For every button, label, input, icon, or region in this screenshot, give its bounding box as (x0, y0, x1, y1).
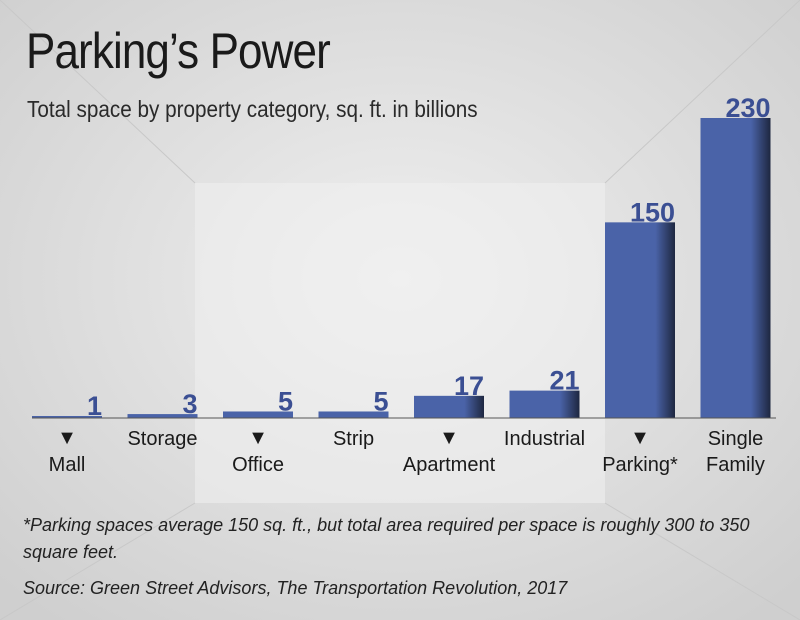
category-label-parking: Parking* (602, 454, 678, 476)
chart-subtitle: Total space by property category, sq. ft… (27, 96, 478, 122)
bars-group (32, 118, 771, 418)
category-label-strip: Strip (333, 428, 374, 450)
bar-storage (127, 414, 198, 418)
footnote: *Parking spaces average 150 sq. ft., but… (23, 515, 750, 562)
marker-parking: ▼ (630, 427, 650, 449)
category-label-mall: Mall (49, 454, 86, 476)
bar-mall (32, 416, 102, 418)
category-label-single-family-line1: Single (708, 428, 764, 450)
value-label-parking: 150 (630, 197, 675, 227)
value-label-strip: 5 (373, 386, 388, 416)
marker-mall: ▼ (57, 427, 77, 449)
value-label-apartment: 17 (454, 371, 484, 401)
bar-industrial (509, 390, 580, 418)
bar-parking (605, 222, 675, 418)
value-label-industrial: 21 (549, 366, 579, 396)
category-label-single-family-line2: Family (706, 454, 765, 476)
category-label-storage: Storage (127, 428, 197, 450)
value-label-single-family: 230 (725, 93, 770, 123)
category-label-office: Office (232, 454, 284, 476)
value-label-office: 5 (278, 386, 293, 416)
marker-apartment: ▼ (439, 427, 459, 449)
category-label-apartment: Apartment (403, 454, 496, 476)
bar-apartment (414, 395, 484, 418)
bar-single-family (700, 118, 771, 418)
bar-office (223, 411, 293, 418)
marker-office: ▼ (248, 427, 268, 449)
source-note: Source: Green Street Advisors, The Trans… (23, 578, 568, 598)
category-label-industrial: Industrial (504, 428, 585, 450)
labels-group: 1 ▼ Mall 3 Storage 5 ▼ Office 5 Strip 17 ▼ Apartment… (49, 93, 771, 476)
value-label-mall: 1 (87, 391, 102, 421)
value-label-storage: 3 (182, 389, 197, 419)
chart-title: Parking’s Power (26, 23, 331, 79)
bar-strip (318, 411, 389, 418)
